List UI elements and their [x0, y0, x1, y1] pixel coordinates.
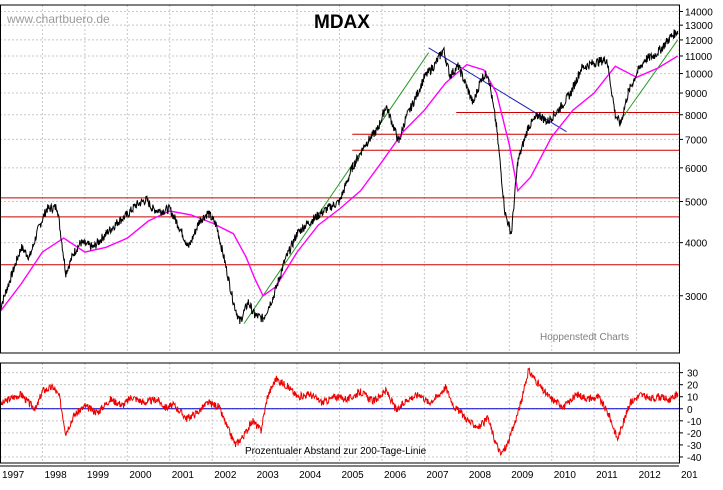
x-tick-label: 1999 [87, 470, 110, 481]
y-tick-label: 10000 [685, 70, 713, 81]
x-tick-label: 2004 [299, 470, 322, 481]
y-tick-label: 6000 [685, 164, 708, 175]
y-tick-label: 9000 [685, 89, 708, 100]
price-series [0, 29, 679, 325]
chart-title: MDAX [314, 12, 370, 33]
osc-y-tick-label: -30 [687, 441, 702, 452]
y-tick-label: 4000 [685, 239, 708, 250]
ma200-line [0, 55, 679, 313]
watermark: www.chartbuero.de [7, 12, 110, 26]
grid-lines [0, 5, 680, 463]
oscillator-panel-frame [0, 362, 680, 464]
y-axis-tick-labels: 3000 4000 5000 6000 7000 8000 9000 10000 11000 12… [679, 7, 713, 303]
chart-frame [0, 4, 680, 467]
price-line [0, 29, 679, 325]
x-tick-label: 2012 [639, 470, 662, 481]
x-tick-label: 2005 [342, 470, 365, 481]
oscillator-label: Prozentualer Abstand zur 200-Tage-Linie [245, 446, 427, 457]
x-tick-label: 2000 [129, 470, 152, 481]
y-tick-label: 13000 [685, 21, 713, 32]
x-axis-tick-labels: 1997 1998 1999 2000 2001 2002 2003 2004 2005 2006… [2, 470, 698, 481]
osc-y-tick-label: 10 [687, 393, 699, 404]
x-tick-label: 2011 [596, 470, 618, 481]
x-tick-label: 2001 [172, 470, 195, 481]
x-tick-label: 2002 [214, 470, 237, 481]
y-tick-label: 12000 [685, 36, 713, 47]
y-tick-label: 8000 [685, 111, 708, 122]
y-tick-label: 7000 [685, 135, 708, 146]
x-tick-label: 2003 [257, 470, 280, 481]
support-resistance-lines [0, 111, 679, 266]
x-tick-label: 1997 [2, 470, 25, 481]
data-credit: Hoppenstedt Charts [540, 332, 629, 343]
osc-y-tick-label: 20 [687, 381, 699, 392]
osc-y-tick-label: 30 [687, 369, 699, 380]
oscillator-line [0, 367, 679, 457]
y-tick-label: 14000 [685, 7, 713, 18]
y-tick-label: 3000 [685, 292, 708, 303]
x-tick-label: 2009 [511, 470, 534, 481]
osc-y-tick-label: 0 [687, 405, 693, 416]
main-panel-frame [0, 4, 680, 354]
osc-y-tick-label: -20 [687, 429, 702, 440]
y-tick-label: 11000 [685, 52, 713, 63]
uptrend-line [243, 52, 430, 324]
x-tick-label: 1998 [44, 470, 67, 481]
y-tick-label: 5000 [685, 197, 708, 208]
oscillator-panel [0, 367, 679, 457]
trend-lines [243, 39, 679, 324]
x-tick-label: 2007 [426, 470, 449, 481]
x-tick-label: 2006 [384, 470, 407, 481]
x-tick-label: 201 [681, 470, 698, 481]
uptrend-line [619, 39, 679, 123]
osc-y-tick-label: -40 [687, 453, 702, 464]
x-tick-label: 2010 [554, 470, 577, 481]
osc-y-tick-label: -10 [687, 417, 702, 428]
x-tick-label: 2008 [469, 470, 492, 481]
